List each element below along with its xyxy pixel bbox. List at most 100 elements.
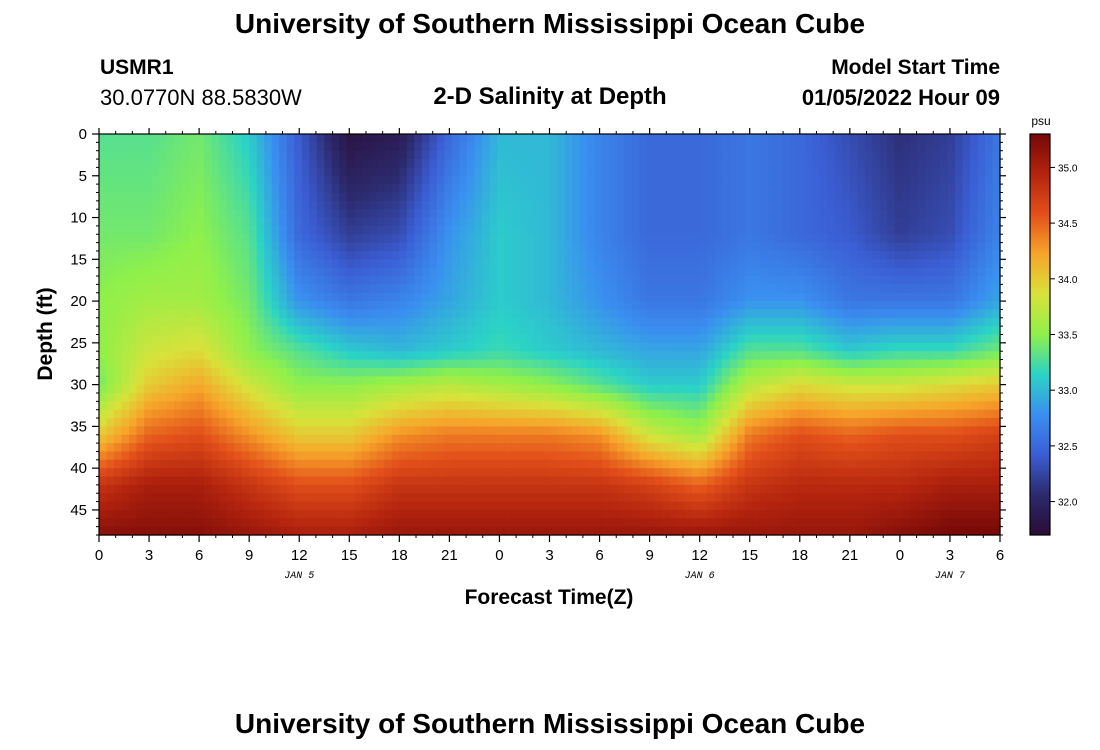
heatmap-cell — [714, 259, 723, 269]
heatmap-cell — [459, 476, 468, 486]
heatmap-cell — [827, 401, 836, 411]
heatmap-cell — [159, 284, 168, 294]
heatmap-cell — [324, 292, 333, 302]
heatmap-cell — [489, 443, 498, 453]
heatmap-cell — [587, 509, 596, 519]
heatmap-cell — [391, 267, 400, 277]
heatmap-cell — [106, 376, 115, 386]
heatmap-cell — [541, 342, 551, 352]
heatmap-cell — [249, 376, 258, 386]
heatmap-cell — [189, 367, 198, 377]
heatmap-cell — [489, 167, 498, 177]
heatmap-cell — [316, 376, 325, 386]
heatmap-cell — [804, 259, 813, 269]
heatmap-cell — [346, 409, 355, 419]
heatmap-cell — [789, 309, 798, 319]
heatmap-cell — [271, 267, 280, 277]
heatmap-cell — [759, 192, 768, 202]
heatmap-cell — [406, 301, 415, 311]
heatmap-cell — [647, 250, 656, 260]
heatmap-cell — [286, 326, 295, 336]
heatmap-cell — [196, 225, 205, 235]
heatmap-cell — [451, 142, 460, 152]
heatmap-cell — [264, 501, 273, 511]
heatmap-cell — [819, 484, 828, 494]
heatmap-cell — [376, 384, 385, 394]
heatmap-cell — [617, 434, 626, 444]
heatmap-cell — [789, 159, 798, 169]
heatmap-cell — [354, 209, 363, 219]
heatmap-cell — [376, 317, 385, 327]
heatmap-cell — [617, 267, 626, 277]
heatmap-cell — [759, 284, 768, 294]
heatmap-cell — [346, 443, 355, 453]
heatmap-cell — [602, 518, 611, 528]
heatmap-cell — [226, 484, 235, 494]
heatmap-cell — [279, 443, 288, 453]
heatmap-cell — [752, 250, 761, 260]
heatmap-cell — [564, 468, 573, 478]
heatmap-cell — [354, 159, 363, 169]
heatmap-cell — [384, 334, 393, 344]
heatmap-cell — [286, 159, 295, 169]
heatmap-cell — [264, 384, 273, 394]
heatmap-cell — [617, 217, 626, 227]
heatmap-cell — [324, 418, 333, 427]
heatmap-cell — [166, 167, 175, 177]
heatmap-cell — [204, 384, 213, 394]
heatmap-cell — [714, 518, 723, 528]
heatmap-cell — [399, 301, 408, 311]
heatmap-cell — [662, 451, 671, 461]
heatmap-cell — [241, 342, 250, 352]
heatmap-cell — [294, 292, 303, 302]
heatmap-cell — [737, 267, 746, 277]
heatmap-cell — [594, 217, 603, 227]
heatmap-cell — [819, 443, 828, 453]
heatmap-cell — [136, 184, 145, 194]
heatmap-cell — [819, 426, 828, 436]
heatmap-cell — [414, 326, 423, 336]
heatmap-cell — [789, 175, 798, 185]
heatmap-cell — [587, 276, 596, 285]
heatmap-cell — [159, 526, 168, 536]
heatmap-cell — [842, 509, 851, 519]
heatmap-cell — [669, 501, 678, 511]
heatmap-cell — [354, 409, 363, 419]
heatmap-cell — [136, 259, 145, 269]
heatmap-cell — [617, 468, 626, 478]
heatmap-cell — [849, 526, 858, 536]
heatmap-cell — [692, 476, 701, 486]
heatmap-cell — [519, 167, 528, 177]
heatmap-cell — [534, 292, 543, 302]
heatmap-cell — [204, 259, 213, 269]
heatmap-cell — [436, 342, 445, 352]
heatmap-cell — [489, 250, 498, 260]
heatmap-cell — [812, 484, 821, 494]
heatmap-cell — [572, 426, 581, 436]
heatmap-cell — [429, 476, 438, 486]
heatmap-cell — [151, 509, 160, 519]
heatmap-cell — [226, 501, 235, 511]
heatmap-cell — [767, 309, 776, 319]
heatmap-cell — [159, 351, 168, 361]
heatmap-cell — [466, 484, 476, 494]
heatmap-cell — [144, 476, 153, 486]
heatmap-cell — [241, 334, 250, 344]
heatmap-cell — [617, 209, 626, 219]
heatmap-cell — [541, 434, 551, 444]
heatmap-cell — [662, 443, 671, 453]
heatmap-cell — [159, 175, 168, 185]
heatmap-cell — [279, 200, 288, 210]
heatmap-cell — [219, 384, 228, 394]
heatmap-cell — [707, 317, 716, 327]
heatmap-cell — [391, 376, 400, 386]
heatmap-cell — [474, 501, 483, 511]
heatmap-cell — [166, 443, 175, 453]
heatmap-cell — [639, 326, 648, 336]
heatmap-cell — [294, 276, 303, 285]
heatmap-cell — [639, 426, 648, 436]
heatmap-cell — [707, 276, 716, 285]
heatmap-cell — [549, 484, 558, 494]
heatmap-cell — [436, 242, 445, 252]
heatmap-cell — [519, 493, 528, 503]
